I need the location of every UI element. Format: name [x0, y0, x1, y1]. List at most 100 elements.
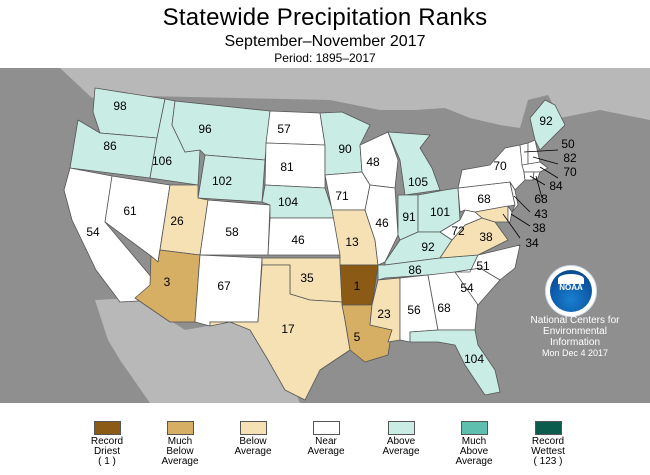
state-south-dakota	[264, 142, 326, 189]
rank-label-ar: 1	[354, 279, 361, 293]
rank-label-ny: 70	[493, 159, 507, 173]
state-maine	[529, 99, 566, 151]
state-delaware	[507, 205, 513, 223]
rank-label-id: 106	[152, 154, 172, 168]
rank-label-vt: 82	[563, 151, 577, 165]
legend-swatch	[312, 421, 340, 435]
leader-lines	[502, 149, 559, 239]
rank-label-ks: 46	[291, 233, 305, 247]
rank-label-sc: 54	[460, 281, 474, 295]
rank-label-nj: 68	[534, 192, 548, 206]
rank-label-oh: 101	[430, 205, 450, 219]
state-new-jersey	[509, 181, 519, 213]
legend-much-above: Much Above Average	[439, 421, 509, 467]
rank-label-wv: 72	[451, 224, 465, 238]
rank-label-va: 38	[479, 230, 493, 244]
rank-label-mt: 96	[198, 122, 212, 136]
rank-label-co: 58	[225, 225, 239, 239]
state-north-carolina	[454, 244, 521, 281]
rank-label-ky: 92	[421, 240, 435, 254]
credit-date: Mon Dec 4 2017	[541, 348, 609, 358]
rank-label-ca: 54	[86, 225, 100, 239]
rank-label-sd: 81	[280, 160, 294, 174]
state-connecticut	[523, 171, 535, 181]
rank-label-nv: 61	[123, 204, 137, 218]
map-period: Period: 1895–2017	[274, 51, 376, 65]
credit-line-3: Information	[549, 337, 601, 348]
legend-swatch	[387, 421, 415, 435]
legend-label: Record Wettest ( 123 )	[531, 436, 565, 467]
rank-label-la: 5	[354, 330, 361, 344]
rank-label-az: 3	[164, 275, 171, 289]
state-florida	[409, 329, 501, 396]
legend-label: Record Driest ( 1 )	[90, 436, 124, 467]
mexico-landmass	[95, 298, 300, 403]
rank-label-me: 92	[539, 114, 553, 128]
rank-label-ri: 34	[525, 236, 539, 250]
rank-label-nc: 51	[476, 259, 490, 273]
state-new-york	[457, 144, 526, 191]
legend-near: Near Average	[291, 421, 361, 457]
canada-landmass	[60, 68, 650, 128]
gull-icon	[558, 274, 584, 284]
state-rhode-island	[532, 171, 541, 181]
rank-label-wa: 98	[113, 99, 127, 113]
rank-label-wy: 102	[212, 174, 232, 188]
rank-label-md: 38	[532, 221, 546, 235]
map-subtitle: September–November 2017	[224, 33, 426, 50]
rank-label-nd: 57	[277, 122, 291, 136]
rank-label-tn: 86	[408, 263, 422, 277]
rank-label-ms: 23	[377, 307, 391, 321]
rank-label-mo: 13	[345, 235, 359, 249]
precipitation-map: 98 86 106 96 102 57 81 104 90 48 105 54 …	[0, 68, 650, 403]
legend-label: Much Above Average	[455, 436, 493, 467]
ncei-credit: National Centers for Environmental Infor…	[520, 315, 630, 359]
legend-label: Above Average	[382, 436, 420, 457]
legend-label: Below Average	[234, 436, 272, 457]
state-texas	[209, 264, 351, 401]
legend-swatch	[239, 421, 267, 435]
rank-label-nm: 67	[217, 279, 231, 293]
state-nebraska	[261, 184, 336, 219]
rank-label-or: 86	[103, 139, 117, 153]
rank-label-fl: 104	[464, 352, 484, 366]
state-maryland	[474, 205, 509, 223]
rank-label-ct: 84	[549, 179, 563, 193]
map-title: Statewide Precipitation Ranks	[162, 4, 488, 31]
rank-label-ok: 35	[300, 271, 314, 285]
us-map-svg: 98 86 106 96 102 57 81 104 90 48 105 54 …	[60, 68, 650, 403]
rank-labels: 98 86 106 96 102 57 81 104 90 48 105 54 …	[86, 99, 577, 366]
rank-label-de: 43	[534, 207, 548, 221]
rank-label-in: 91	[402, 210, 416, 224]
legend-label: Much Below Average	[161, 436, 199, 467]
state-illinois	[364, 184, 399, 266]
rank-label-tx: 17	[281, 322, 295, 336]
credit-line-2: Environmental	[543, 326, 607, 337]
legend-much-below: Much Below Average	[145, 421, 215, 467]
rank-label-il: 46	[375, 216, 389, 230]
legend-below: Below Average	[218, 421, 288, 457]
legend-swatch	[460, 421, 488, 435]
legend-record-wettest: Record Wettest ( 123 )	[513, 421, 583, 467]
rank-label-nh: 50	[561, 137, 575, 151]
rank-label-ga: 68	[437, 301, 451, 315]
state-north-dakota	[265, 110, 326, 146]
legend-swatch	[166, 421, 194, 435]
state-massachusetts	[521, 161, 549, 173]
rank-label-ma: 70	[563, 165, 577, 179]
noaa-emblem: NOAA	[550, 270, 592, 312]
rank-label-ut: 26	[170, 214, 184, 228]
credit-line-1: National Centers for	[530, 315, 620, 326]
rank-label-al: 56	[407, 303, 421, 317]
legend-above: Above Average	[366, 421, 436, 457]
rank-label-ia: 71	[335, 189, 349, 203]
rank-label-mn: 90	[338, 142, 352, 156]
legend-label: Near Average	[307, 436, 345, 457]
state-michigan	[387, 131, 441, 196]
legend-record-driest: Record Driest ( 1 )	[72, 421, 142, 467]
legend-swatch	[534, 421, 562, 435]
state-montana	[171, 100, 271, 161]
rank-label-pa: 68	[477, 192, 491, 206]
legend-swatch	[93, 421, 121, 435]
legend: Record Driest ( 1 ) Much Below Average B…	[0, 405, 650, 475]
